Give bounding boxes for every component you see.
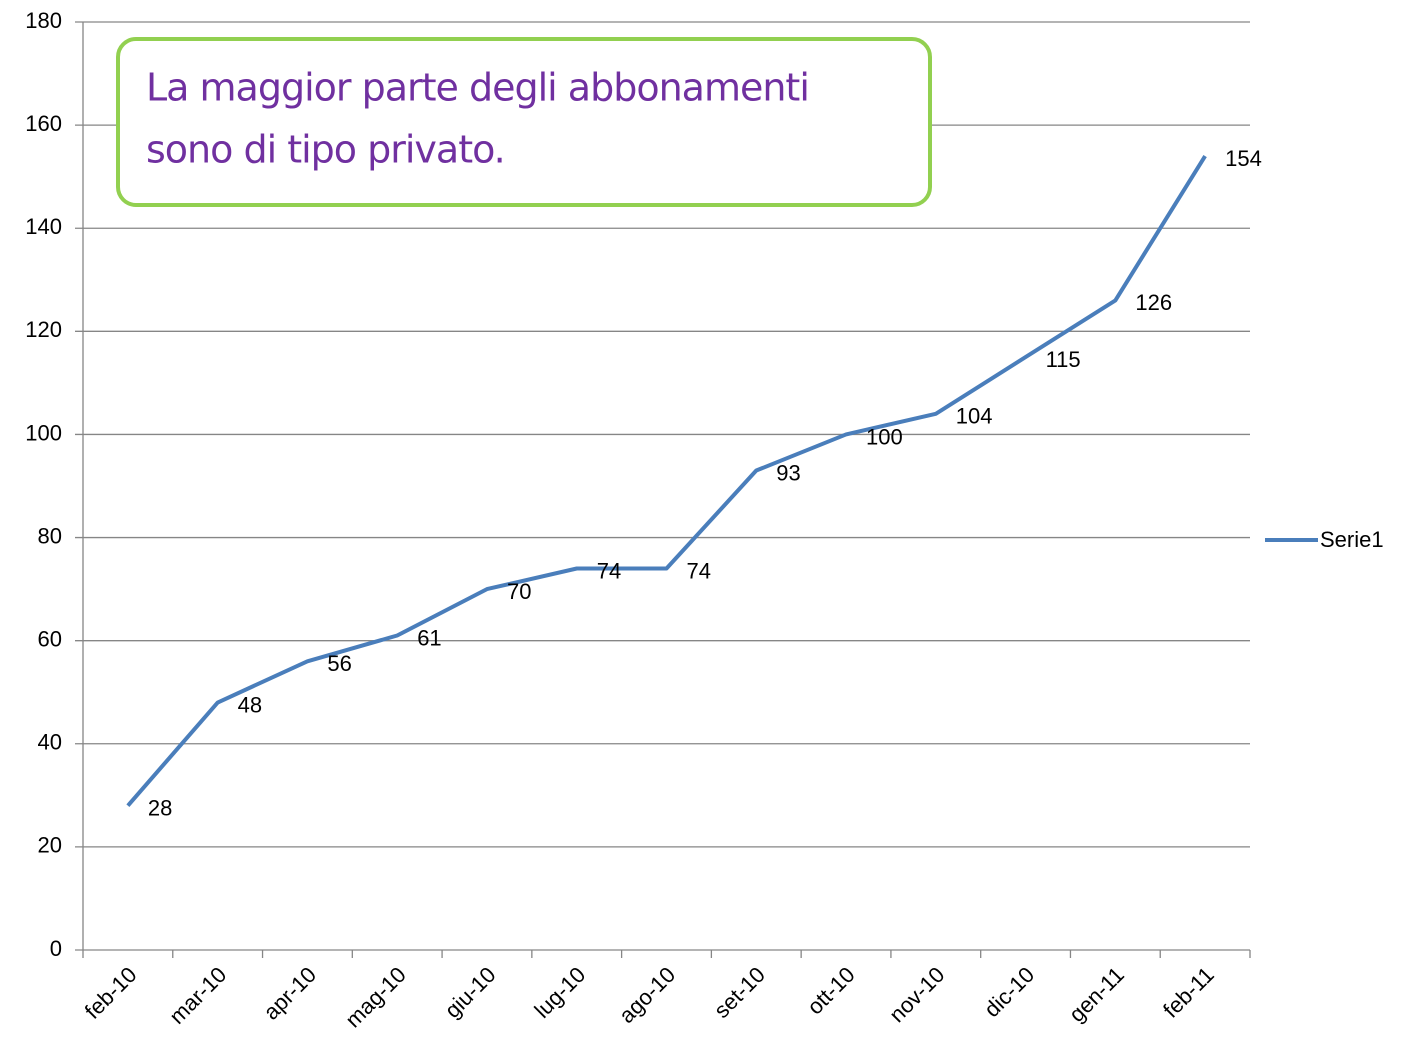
x-tick-label: lug-10 bbox=[529, 962, 590, 1023]
x-tick-label: nov-10 bbox=[884, 962, 949, 1027]
annotation: La maggior parte degli abbonamenti bbox=[146, 66, 809, 110]
x-tick-label: feb-10 bbox=[80, 962, 142, 1024]
legend-label: Serie1 bbox=[1320, 527, 1384, 552]
annotation-box bbox=[116, 37, 932, 207]
x-tick-label: gen-11 bbox=[1064, 962, 1129, 1027]
data-label: 115 bbox=[1046, 347, 1081, 372]
data-label: 74 bbox=[687, 558, 711, 583]
y-tick-label: 60 bbox=[38, 626, 62, 651]
y-tick-label: 160 bbox=[25, 111, 62, 136]
data-label: 74 bbox=[597, 558, 621, 583]
y-tick-label: 80 bbox=[38, 523, 62, 548]
x-tick-label: dic-10 bbox=[979, 962, 1039, 1022]
y-tick-label: 100 bbox=[25, 420, 62, 445]
x-tick-label: mag-10 bbox=[340, 962, 410, 1032]
x-tick-label: ott-10 bbox=[802, 962, 859, 1019]
data-label: 70 bbox=[507, 579, 531, 604]
x-tick-label: feb-11 bbox=[1158, 962, 1219, 1023]
data-label: 61 bbox=[417, 625, 441, 650]
data-label: 126 bbox=[1135, 290, 1172, 315]
y-tick-label: 20 bbox=[38, 833, 62, 858]
data-label: 154 bbox=[1225, 146, 1262, 171]
data-label: 48 bbox=[238, 692, 262, 717]
data-label: 100 bbox=[866, 424, 903, 449]
x-tick-label: giu-10 bbox=[440, 962, 501, 1023]
y-tick-label: 40 bbox=[38, 730, 62, 755]
y-tick-label: 140 bbox=[25, 214, 62, 239]
y-tick-label: 180 bbox=[25, 8, 62, 33]
data-label: 56 bbox=[327, 651, 351, 676]
data-label: 28 bbox=[148, 795, 172, 820]
data-label: 104 bbox=[956, 404, 993, 429]
x-tick-label: ago-10 bbox=[614, 962, 680, 1028]
y-tick-label: 0 bbox=[50, 936, 62, 961]
x-tick-label: mar-10 bbox=[164, 962, 231, 1029]
series-line bbox=[126, 154, 1207, 807]
y-tick-label: 120 bbox=[25, 317, 62, 342]
x-tick-label: set-10 bbox=[709, 962, 770, 1023]
annotation: sono di tipo privato. bbox=[146, 128, 505, 172]
data-label: 93 bbox=[776, 460, 800, 485]
x-tick-label: apr-10 bbox=[258, 962, 321, 1025]
